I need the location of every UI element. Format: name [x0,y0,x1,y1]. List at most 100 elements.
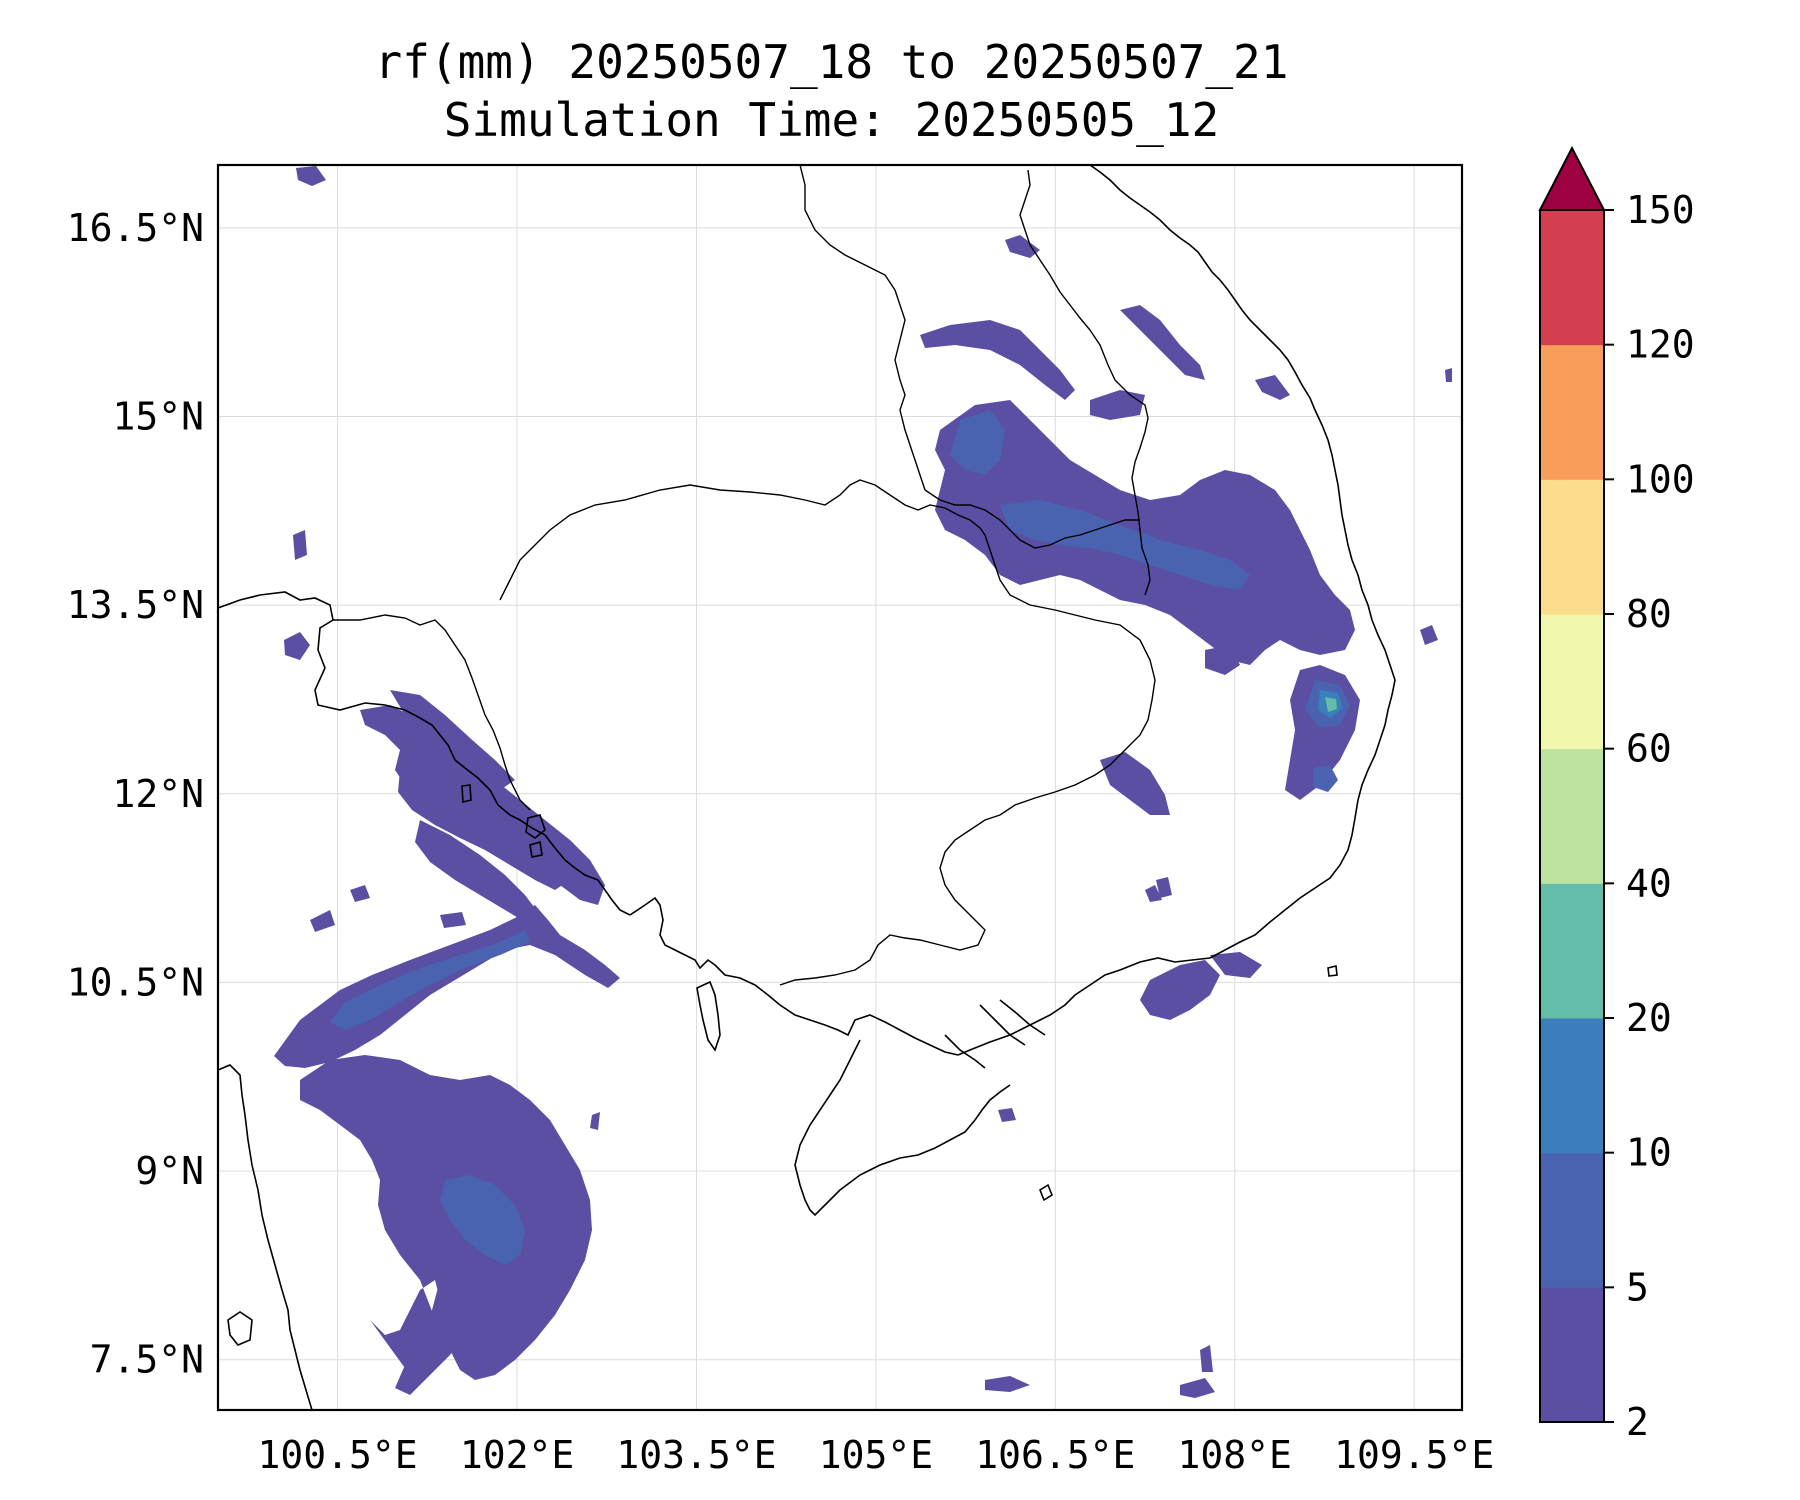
lat-tick-label: 9°N [135,1149,204,1193]
latitude-axis: 16.5°N 15°N 13.5°N 12°N 10.5°N 9°N 7.5°N [67,206,204,1382]
lon-tick-label: 103.5°E [616,1433,776,1477]
lon-tick-label: 105°E [819,1433,933,1477]
mekong-delta-channel-1 [979,1004,1026,1046]
colorbar-segment [1540,748,1604,884]
colorbar-tick-label: 80 [1626,592,1672,636]
coastline-mekong-delta [957,957,1211,1056]
island-gulf-1 [461,784,472,804]
rain-area-north-streak [920,320,1075,400]
rain-area-east-central [935,400,1355,665]
coastline-ca-mau [794,1039,1011,1217]
mekong-delta-channel-3 [944,1034,986,1069]
rain-area-east-dot-3 [1205,645,1240,675]
rain-area-east-dot-2 [1255,375,1290,400]
coastline-cambodia [629,896,959,1056]
border-cambodia-vietnam [779,534,1156,986]
rain-area-southwest-tail [395,1200,485,1395]
colorbar-tick-label: 120 [1626,323,1695,367]
rain-area-gulf-band [274,905,620,1068]
rain-area-west-dot-1 [284,632,310,660]
map-frame [216,163,1464,1412]
rain-area-southwest-core [440,1175,525,1265]
colorbar-tick-label: 20 [1626,996,1672,1040]
lon-tick-label: 106.5°E [975,1433,1135,1477]
lat-tick-label: 10.5°N [67,960,204,1004]
rain-area-south-sea-4 [998,1108,1016,1122]
coastline-vietnam-central [1089,165,1341,501]
lon-tick-label: 100.5°E [258,1433,418,1477]
rain-area-west-dot-6 [590,1112,600,1130]
rain-area-east-dot-5 [1445,368,1452,382]
rain-area-east-dot-7 [1145,885,1162,902]
rain-area-coast-east-low [1313,765,1338,792]
border-thailand-cambodia [333,614,531,811]
rain-area-west-dot-4 [310,910,335,932]
colorbar-tick-label: 150 [1626,188,1695,232]
rain-area-west-bands-3 [415,820,540,925]
rain-area-south-sea-1 [985,1376,1030,1392]
rain-area-south-viet [1100,752,1170,815]
rain-area-southwest-block [300,1055,592,1380]
colorbar-outline [1539,209,1605,1423]
colorbar-tick-label: 100 [1626,457,1695,501]
island-koh-kong [525,814,546,839]
border-cambodia-north [499,479,986,601]
coastlines-and-borders [218,165,1396,1410]
rain-area-east-dot-4 [1420,625,1438,645]
colorbar-extend-arrow [1538,145,1606,211]
colorbar-segment [1540,883,1604,1019]
rain-area-south-viet-3 [1210,952,1262,978]
colorbar-tick-label: 60 [1626,727,1672,771]
lat-tick-label: 7.5°N [90,1338,204,1382]
rain-area-west-dot-5 [440,912,466,928]
coastline-west [218,591,631,916]
coastline-peninsula-islet [227,1311,253,1346]
mekong-delta-channel-2 [999,999,1046,1036]
rain-area-coastal-strip [390,690,515,790]
lat-tick-label: 15°N [112,395,204,439]
colorbar-tick-label: 2 [1626,1400,1649,1444]
island-small-east [1327,965,1338,977]
rain-area-north-dot [296,166,326,186]
coastline-peninsula [218,1064,313,1410]
rain-area-gulf-band-core [330,930,530,1030]
island-gulf-2 [529,840,543,858]
lat-tick-label: 12°N [112,772,204,816]
border-laos-cambodia [924,489,1140,549]
map-subtitle: Simulation Time: 20250505_12 [443,93,1220,147]
lon-tick-label: 102°E [460,1433,574,1477]
rain-area-south-viet-2 [1140,960,1220,1020]
rain-area-east-dot-1 [1005,235,1040,258]
rain-area-east-dot-6 [1156,877,1172,898]
colorbar-segment [1540,1018,1604,1154]
lon-tick-label: 109.5°E [1334,1433,1494,1477]
colorbar-tick-label: 40 [1626,861,1672,905]
rain-area-south-sea-3 [1200,1345,1213,1372]
rain-area-south-sea-2 [1180,1378,1215,1398]
longitude-axis: 100.5°E 102°E 103.5°E 105°E 106.5°E 108°E 109.… [258,1433,1495,1477]
border-laos-thailand [799,165,926,491]
island-con-dao [1039,1183,1053,1202]
colorbar-segment [1540,614,1604,750]
colorbar-segment [1540,1152,1604,1288]
lon-tick-label: 108°E [1178,1433,1292,1477]
rain-area-north-streak-2 [1120,305,1205,380]
lat-tick-label: 16.5°N [67,206,204,250]
coastline-vietnam-south [1209,499,1396,959]
lat-tick-label: 13.5°N [67,583,204,627]
rain-area-west-bands-2 [398,770,570,890]
colorbar-segment [1540,1287,1604,1423]
border-laos-vietnam [1019,169,1151,596]
map-title: rf(mm) 20250507_18 to 20250507_21 [374,35,1289,89]
rain-area-west-dot-2 [293,530,307,560]
island-phu-quoc [696,980,721,1052]
colorbar-tick-label: 10 [1626,1131,1672,1175]
colorbar-segment [1540,210,1604,346]
rainfall-field [274,166,1452,1398]
rain-area-west-dot-3 [350,885,370,902]
colorbar: 2 5 10 20 40 60 80 100 120 150 [1538,145,1695,1444]
rain-area-coast-east-peak [1325,697,1337,712]
rain-area-north-patch [1090,390,1145,420]
rain-area-east-central-core [950,410,1250,590]
